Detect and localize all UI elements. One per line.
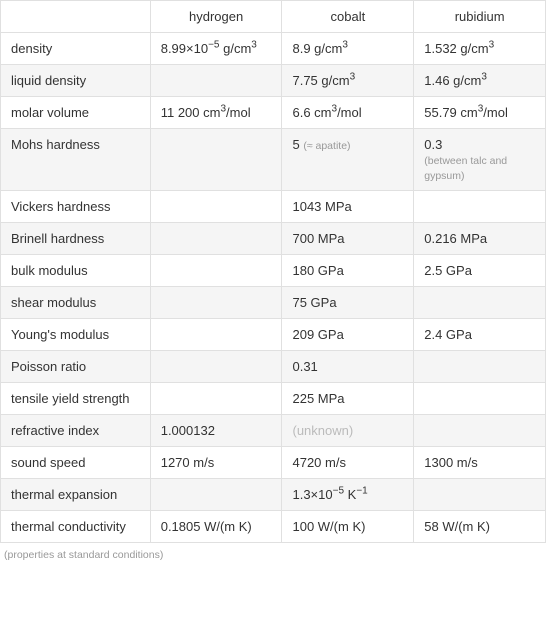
cell-value: 225 MPa <box>282 383 414 415</box>
cell-value: 700 MPa <box>282 223 414 255</box>
row-label: thermal expansion <box>1 479 151 511</box>
cell-value: 8.9 g/cm3 <box>282 33 414 65</box>
table-body: density8.99×10−5 g/cm38.9 g/cm31.532 g/c… <box>1 33 546 543</box>
cell-value <box>150 319 282 351</box>
row-label: Mohs hardness <box>1 129 151 191</box>
cell-value: 58 W/(m K) <box>414 511 546 543</box>
cell-value <box>150 479 282 511</box>
cell-value: 8.99×10−5 g/cm3 <box>150 33 282 65</box>
cell-value <box>414 383 546 415</box>
table-row: Poisson ratio 0.31 <box>1 351 546 383</box>
cell-value: 55.79 cm3/mol <box>414 97 546 129</box>
table-row: molar volume11 200 cm3/mol6.6 cm3/mol55.… <box>1 97 546 129</box>
cell-value <box>150 255 282 287</box>
row-label: refractive index <box>1 415 151 447</box>
row-label: shear modulus <box>1 287 151 319</box>
cell-value <box>150 129 282 191</box>
row-label: tensile yield strength <box>1 383 151 415</box>
table-row: tensile yield strength 225 MPa <box>1 383 546 415</box>
cell-value: 0.216 MPa <box>414 223 546 255</box>
properties-table: hydrogen cobalt rubidium density8.99×10−… <box>0 0 546 543</box>
row-label: Brinell hardness <box>1 223 151 255</box>
cell-value: 0.3(between talc and gypsum) <box>414 129 546 191</box>
cell-value: 2.5 GPa <box>414 255 546 287</box>
cell-value: 1.3×10−5 K−1 <box>282 479 414 511</box>
header-row: hydrogen cobalt rubidium <box>1 1 546 33</box>
cell-value: 6.6 cm3/mol <box>282 97 414 129</box>
table-row: sound speed1270 m/s4720 m/s1300 m/s <box>1 447 546 479</box>
cell-value <box>414 415 546 447</box>
cell-value <box>414 479 546 511</box>
cell-value: 1300 m/s <box>414 447 546 479</box>
cell-value <box>414 287 546 319</box>
table-row: Brinell hardness 700 MPa0.216 MPa <box>1 223 546 255</box>
table-row: Young's modulus 209 GPa2.4 GPa <box>1 319 546 351</box>
table-row: Mohs hardness 5 (≈ apatite)0.3(between ta… <box>1 129 546 191</box>
cell-value: 180 GPa <box>282 255 414 287</box>
cell-value <box>150 65 282 97</box>
row-label: Young's modulus <box>1 319 151 351</box>
table-row: refractive index1.000132(unknown) <box>1 415 546 447</box>
row-label: thermal conductivity <box>1 511 151 543</box>
cell-value <box>414 191 546 223</box>
cell-value: (unknown) <box>282 415 414 447</box>
row-label: molar volume <box>1 97 151 129</box>
table-row: shear modulus 75 GPa <box>1 287 546 319</box>
cell-value: 4720 m/s <box>282 447 414 479</box>
cell-value <box>150 351 282 383</box>
cell-value: 11 200 cm3/mol <box>150 97 282 129</box>
cell-value: 1270 m/s <box>150 447 282 479</box>
row-label: Vickers hardness <box>1 191 151 223</box>
row-label: sound speed <box>1 447 151 479</box>
row-label: liquid density <box>1 65 151 97</box>
header-cobalt: cobalt <box>282 1 414 33</box>
cell-value: 0.31 <box>282 351 414 383</box>
table-row: density8.99×10−5 g/cm38.9 g/cm31.532 g/c… <box>1 33 546 65</box>
footer-note: (properties at standard conditions) <box>0 543 546 567</box>
header-rubidium: rubidium <box>414 1 546 33</box>
table-row: thermal conductivity0.1805 W/(m K)100 W/… <box>1 511 546 543</box>
cell-value: 1.532 g/cm3 <box>414 33 546 65</box>
cell-value: 7.75 g/cm3 <box>282 65 414 97</box>
cell-value <box>150 191 282 223</box>
cell-value: 1043 MPa <box>282 191 414 223</box>
header-hydrogen: hydrogen <box>150 1 282 33</box>
cell-value: 1.46 g/cm3 <box>414 65 546 97</box>
cell-value: 100 W/(m K) <box>282 511 414 543</box>
cell-value <box>150 287 282 319</box>
table-row: liquid density 7.75 g/cm31.46 g/cm3 <box>1 65 546 97</box>
cell-value: 209 GPa <box>282 319 414 351</box>
cell-value: 1.000132 <box>150 415 282 447</box>
table-row: Vickers hardness 1043 MPa <box>1 191 546 223</box>
table-row: thermal expansion 1.3×10−5 K−1 <box>1 479 546 511</box>
row-label: Poisson ratio <box>1 351 151 383</box>
row-label: density <box>1 33 151 65</box>
cell-value: 75 GPa <box>282 287 414 319</box>
cell-value <box>150 223 282 255</box>
header-empty <box>1 1 151 33</box>
cell-value: 0.1805 W/(m K) <box>150 511 282 543</box>
row-label: bulk modulus <box>1 255 151 287</box>
cell-value <box>414 351 546 383</box>
cell-value: 2.4 GPa <box>414 319 546 351</box>
table-row: bulk modulus 180 GPa2.5 GPa <box>1 255 546 287</box>
cell-value <box>150 383 282 415</box>
cell-value: 5 (≈ apatite) <box>282 129 414 191</box>
